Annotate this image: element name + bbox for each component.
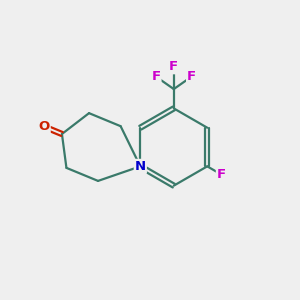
Text: N: N <box>135 160 146 173</box>
Text: O: O <box>38 120 50 133</box>
Text: F: F <box>169 60 178 73</box>
Text: F: F <box>217 168 226 181</box>
Text: F: F <box>187 70 196 83</box>
Text: F: F <box>152 70 160 83</box>
